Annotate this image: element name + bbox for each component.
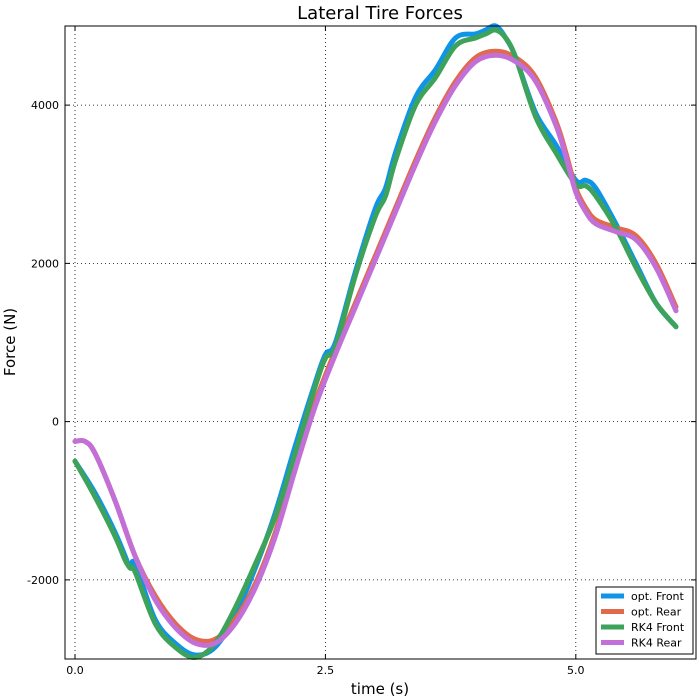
series-line-rk4-front <box>72 27 679 660</box>
x-tick-label: 2.5 <box>317 664 335 677</box>
axis-ticks: 0.0 2.5 5.0 -2000 0 2000 4000 <box>27 26 696 677</box>
y-tick-label: 2000 <box>31 257 59 270</box>
legend-label-opt-rear: opt. Rear <box>631 606 682 619</box>
y-axis-label: Force (N) <box>1 308 19 376</box>
series-line-opt-rear <box>72 48 679 644</box>
plot-frame <box>64 25 697 660</box>
legend-label-rk4-rear: RK4 Rear <box>631 637 682 650</box>
y-tick-label: 0 <box>52 416 59 429</box>
x-tick-label: 5.0 <box>567 664 585 677</box>
chart-title: Lateral Tire Forces <box>297 3 463 24</box>
legend-label-rk4-front: RK4 Front <box>631 621 685 634</box>
grid <box>65 26 696 659</box>
legend-label-opt-front: opt. Front <box>631 590 685 603</box>
x-axis-label: time (s) <box>351 680 409 698</box>
y-tick-label: -2000 <box>27 574 59 587</box>
series-lines <box>72 23 679 660</box>
x-tick-label: 0.0 <box>66 664 84 677</box>
y-tick-label: 4000 <box>31 99 59 112</box>
series-line-rk4-rear <box>72 52 679 648</box>
legend: opt. Front opt. Rear RK4 Front RK4 Rear <box>595 586 694 655</box>
series-line-opt-front <box>72 23 679 658</box>
